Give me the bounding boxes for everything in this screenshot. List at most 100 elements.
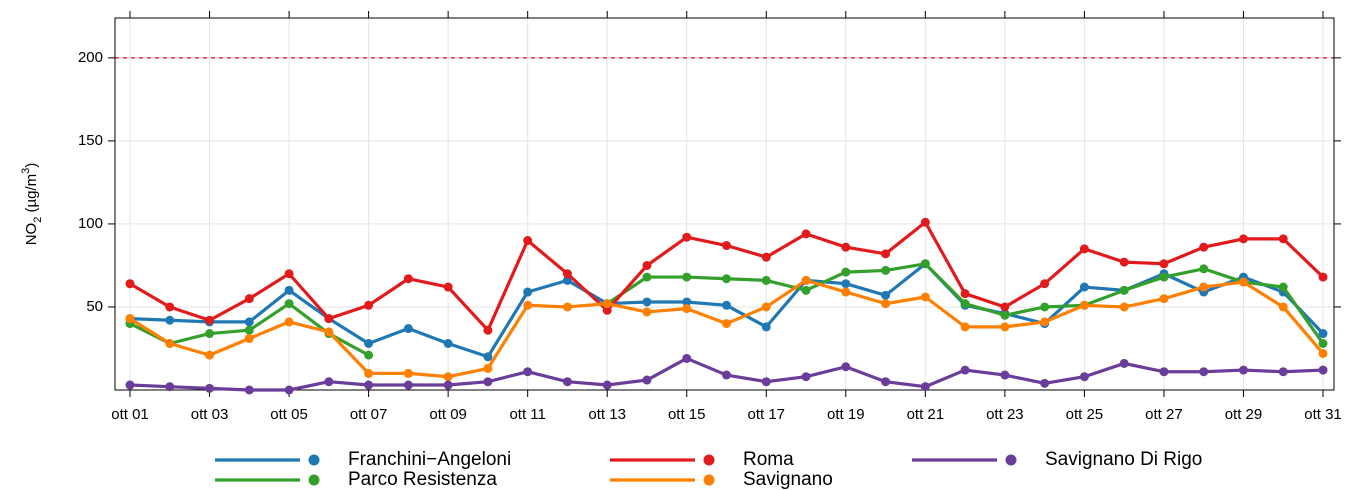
y-axis-label-part: 2 bbox=[32, 217, 44, 223]
data-point bbox=[801, 285, 811, 295]
data-point bbox=[642, 272, 652, 282]
data-point bbox=[1079, 244, 1089, 254]
data-point bbox=[1079, 372, 1089, 382]
data-point bbox=[364, 368, 374, 378]
legend-marker bbox=[308, 474, 320, 486]
data-point bbox=[1199, 264, 1209, 274]
data-point bbox=[722, 300, 731, 310]
data-point bbox=[205, 350, 215, 360]
y-axis-label-part: NO bbox=[23, 223, 40, 246]
data-point bbox=[722, 319, 731, 329]
data-point bbox=[165, 315, 175, 325]
y-tick-label: 50 bbox=[86, 298, 103, 315]
data-point bbox=[483, 352, 493, 362]
legend-label: Parco Resistenza bbox=[348, 469, 497, 490]
data-point bbox=[483, 377, 493, 387]
data-point bbox=[722, 241, 731, 251]
x-tick-label: ott 09 bbox=[429, 406, 467, 423]
data-point bbox=[761, 322, 771, 332]
data-point bbox=[761, 275, 771, 285]
legend-label: Franchini−Angeloni bbox=[348, 449, 511, 470]
legend-label: Savignano bbox=[743, 469, 833, 490]
y-tick-label: 200 bbox=[78, 49, 103, 66]
data-point bbox=[682, 297, 692, 307]
data-point bbox=[165, 302, 175, 312]
x-tick-label: ott 27 bbox=[1145, 406, 1183, 423]
data-point bbox=[841, 287, 851, 297]
data-point bbox=[841, 279, 851, 289]
x-tick-label: ott 07 bbox=[350, 406, 388, 423]
data-point bbox=[1079, 300, 1089, 310]
data-point bbox=[523, 300, 533, 310]
plot-frame bbox=[114, 17, 1335, 391]
x-tick-label: ott 21 bbox=[907, 406, 945, 423]
legend-marker bbox=[1005, 454, 1017, 466]
data-point bbox=[165, 382, 175, 392]
data-point bbox=[761, 377, 771, 387]
data-point bbox=[881, 377, 891, 387]
x-tick-label: ott 31 bbox=[1304, 406, 1342, 423]
data-point bbox=[1199, 282, 1209, 292]
legend-label: Savignano Di Rigo bbox=[1045, 449, 1202, 470]
legend-label: Roma bbox=[743, 449, 794, 470]
data-point bbox=[881, 249, 891, 259]
data-point bbox=[642, 375, 652, 385]
x-tick-label: ott 15 bbox=[668, 406, 706, 423]
data-point bbox=[403, 380, 413, 390]
data-point bbox=[523, 367, 533, 377]
data-point bbox=[403, 368, 413, 378]
x-tick-label: ott 25 bbox=[1066, 406, 1104, 423]
data-point bbox=[642, 307, 652, 317]
y-axis-label-part: ) bbox=[23, 163, 40, 168]
data-point bbox=[244, 334, 254, 344]
data-point bbox=[125, 314, 135, 324]
data-point bbox=[1000, 302, 1010, 312]
data-point bbox=[284, 285, 294, 295]
data-point bbox=[1040, 302, 1050, 312]
data-point bbox=[841, 242, 851, 252]
x-tick-label: ott 05 bbox=[270, 406, 308, 423]
data-point bbox=[125, 380, 135, 390]
data-point bbox=[523, 236, 533, 246]
data-point bbox=[761, 252, 771, 262]
data-point bbox=[1238, 277, 1248, 287]
x-tick-label: ott 29 bbox=[1225, 406, 1263, 423]
data-point bbox=[881, 290, 891, 300]
data-point bbox=[1000, 310, 1010, 320]
data-point bbox=[682, 353, 692, 363]
data-point bbox=[205, 315, 215, 325]
data-point bbox=[483, 363, 493, 373]
data-point bbox=[1119, 358, 1129, 368]
data-point bbox=[801, 275, 811, 285]
data-point bbox=[1079, 282, 1089, 292]
data-point bbox=[125, 279, 135, 289]
data-point bbox=[841, 362, 851, 372]
data-point bbox=[364, 339, 374, 348]
data-point bbox=[960, 365, 970, 375]
data-point bbox=[1318, 329, 1328, 339]
y-tick-label: 150 bbox=[78, 132, 103, 149]
data-point bbox=[562, 377, 572, 387]
x-tick-label: ott 11 bbox=[509, 406, 545, 423]
data-point bbox=[562, 269, 572, 279]
data-point bbox=[1318, 272, 1328, 282]
data-point bbox=[602, 299, 612, 309]
data-point bbox=[1199, 367, 1209, 377]
data-point bbox=[244, 294, 254, 304]
data-point bbox=[324, 377, 334, 387]
data-point bbox=[1318, 348, 1328, 358]
data-point bbox=[324, 314, 334, 324]
data-point bbox=[1278, 302, 1288, 312]
data-point bbox=[1040, 378, 1050, 388]
data-point bbox=[1278, 367, 1288, 377]
data-point bbox=[722, 370, 731, 380]
x-tick-label: ott 13 bbox=[588, 406, 626, 423]
data-point bbox=[443, 380, 453, 390]
data-point bbox=[1318, 339, 1328, 348]
legend-marker bbox=[703, 454, 715, 466]
data-point bbox=[1278, 234, 1288, 244]
data-point bbox=[523, 287, 533, 297]
data-point bbox=[960, 299, 970, 309]
data-point bbox=[1159, 294, 1169, 304]
